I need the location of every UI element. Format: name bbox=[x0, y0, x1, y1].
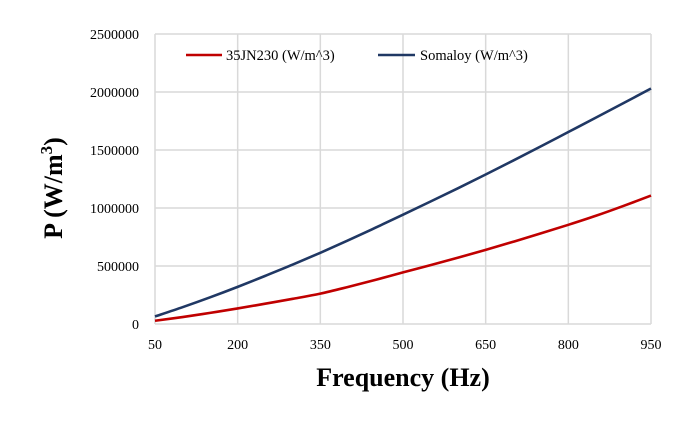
y-tick-label: 1500000 bbox=[90, 144, 139, 159]
x-tick-label: 500 bbox=[393, 338, 414, 353]
x-tick-label: 350 bbox=[310, 338, 331, 353]
legend-item-somaloy: Somaloy (W/m^3) bbox=[378, 48, 528, 64]
x-axis-ticks: 50 200 350 500 650 800 950 bbox=[148, 338, 662, 353]
y-axis-ticks: 0 500000 1000000 1500000 2000000 2500000 bbox=[90, 28, 139, 333]
y-axis-title-superscript: 3 bbox=[37, 146, 56, 155]
y-tick-label: 500000 bbox=[97, 260, 139, 275]
x-axis-title: Frequency (Hz) bbox=[316, 363, 490, 392]
legend-label-35jn230: 35JN230 (W/m^3) bbox=[226, 48, 335, 64]
series-points-somaloy bbox=[154, 88, 652, 317]
y-axis-title-close: ) bbox=[39, 137, 68, 146]
legend-item-35jn230: 35JN230 (W/m^3) bbox=[186, 48, 335, 64]
y-tick-label: 2000000 bbox=[90, 86, 139, 101]
x-tick-label: 800 bbox=[558, 338, 579, 353]
legend: 35JN230 (W/m^3) Somaloy (W/m^3) bbox=[186, 48, 528, 64]
grid bbox=[154, 33, 652, 325]
series-layer bbox=[154, 87, 652, 323]
x-tick-label: 50 bbox=[148, 338, 162, 353]
y-tick-label: 0 bbox=[132, 318, 139, 333]
y-tick-label: 1000000 bbox=[90, 202, 139, 217]
series-points-35jn230 bbox=[154, 195, 652, 321]
y-tick-label: 2500000 bbox=[90, 28, 139, 43]
x-tick-label: 650 bbox=[475, 338, 496, 353]
x-tick-label: 200 bbox=[227, 338, 248, 353]
x-tick-label: 950 bbox=[641, 338, 662, 353]
legend-label-somaloy: Somaloy (W/m^3) bbox=[420, 48, 528, 64]
y-axis-title-main: P (W/m bbox=[39, 154, 68, 239]
y-axis-title: P (W/m3) bbox=[37, 137, 68, 239]
